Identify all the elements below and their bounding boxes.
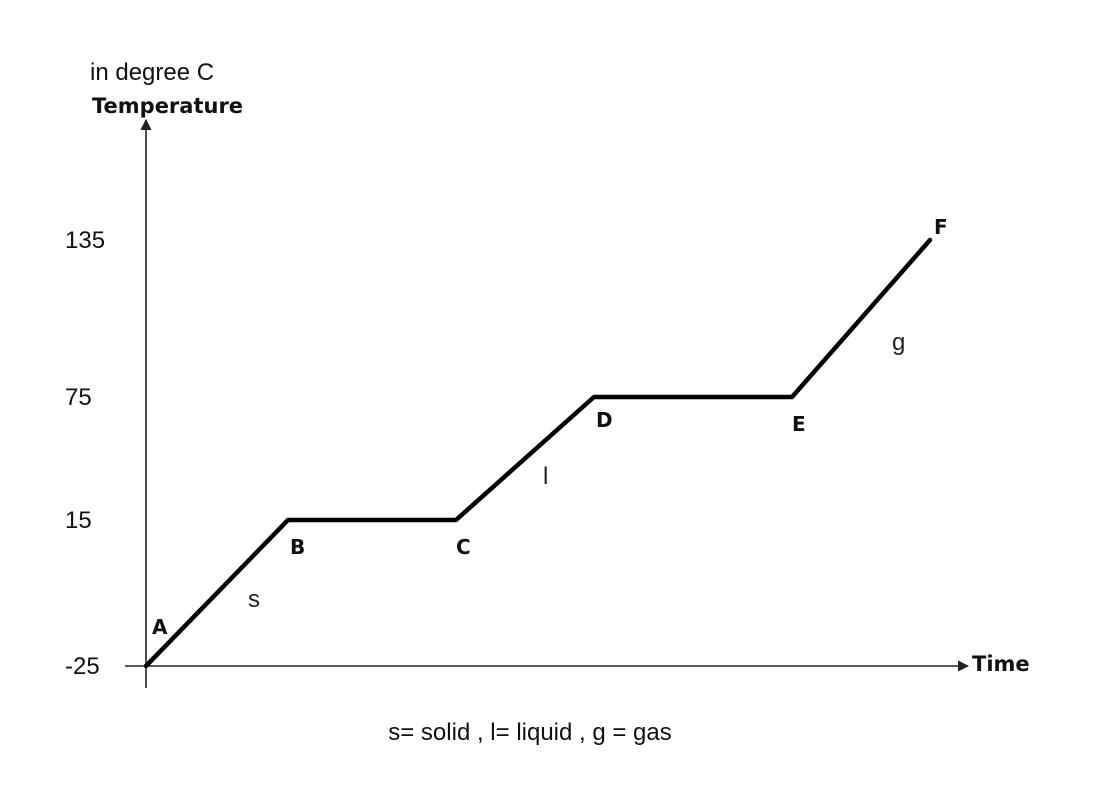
point-label-e: E xyxy=(792,412,806,436)
point-label-c: C xyxy=(456,535,471,559)
phase-label-s: s xyxy=(248,586,260,613)
y-tick-label: 75 xyxy=(65,384,92,411)
y-tick-label: 15 xyxy=(65,507,92,534)
point-label-a: A xyxy=(152,615,168,639)
phase-legend-note: s= solid , l= liquid , g = gas xyxy=(388,719,672,746)
y-tick-label: 135 xyxy=(65,227,105,254)
point-label-f: F xyxy=(934,215,948,239)
x-axis-title: Time xyxy=(972,652,1030,676)
point-label-b: B xyxy=(290,535,305,559)
y-tick-label: -25 xyxy=(65,653,100,680)
y-axis-title: Temperature xyxy=(92,94,243,118)
y-tick-labels: -25 15 75 135 xyxy=(65,227,105,680)
phase-labels: s l g xyxy=(248,329,905,613)
phase-label-g: g xyxy=(892,329,905,356)
y-axis-unit: in degree C xyxy=(90,59,214,86)
point-label-d: D xyxy=(596,408,613,432)
point-labels: A B C D E F xyxy=(152,215,948,639)
heating-curve-line xyxy=(143,237,933,669)
phase-label-l: l xyxy=(543,463,548,490)
